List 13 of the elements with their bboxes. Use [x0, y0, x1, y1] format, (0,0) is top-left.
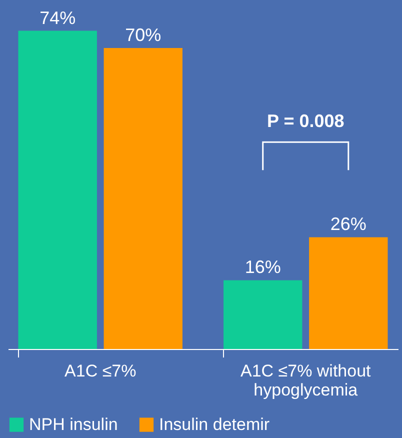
legend-label: Insulin detemir	[159, 414, 270, 434]
data-label: 74%	[40, 8, 76, 28]
x-tick-label: A1C ≤7% without hypoglycemia	[240, 362, 372, 400]
bar	[104, 48, 182, 349]
legend-label: NPH insulin	[29, 414, 118, 434]
bar	[309, 237, 388, 349]
data-label: 16%	[244, 257, 281, 278]
data-label: 70%	[125, 25, 162, 45]
bar	[224, 280, 302, 349]
annotation: P = 0.008	[267, 111, 344, 132]
x-tick-label: A1C ≤7%	[64, 362, 136, 380]
bar	[18, 30, 97, 349]
data-label: 26%	[330, 214, 366, 234]
